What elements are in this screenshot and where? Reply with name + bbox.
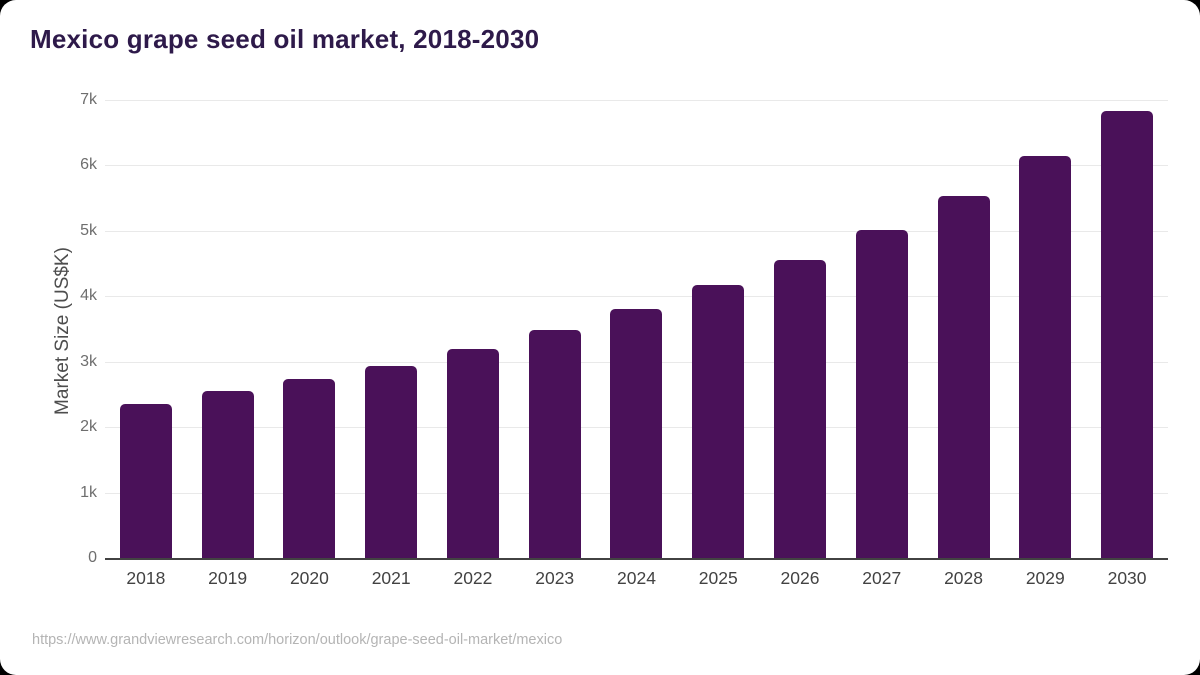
- y-tick-label: 1k: [80, 483, 97, 501]
- x-axis-labels: 2018 2019 2020 2021 2022 2023 2024 2025 2026 2027…: [105, 568, 1168, 589]
- bar-2018[interactable]: [119, 404, 172, 558]
- bar-slot: [596, 100, 678, 558]
- bar-2026[interactable]: [774, 259, 826, 558]
- y-tick-label: 6k: [80, 156, 97, 174]
- bar-2020[interactable]: [283, 379, 336, 558]
- bar-2019[interactable]: [201, 390, 254, 558]
- y-tick-label: 5k: [80, 221, 97, 239]
- bar-slot: [759, 100, 841, 558]
- x-axis-label-2018: 2018: [126, 568, 166, 588]
- plot-area: [105, 100, 1168, 560]
- bar-slot: [269, 100, 351, 558]
- bar-slot: [514, 100, 596, 558]
- gridline: [105, 296, 1168, 298]
- bar-2028[interactable]: [937, 195, 990, 558]
- y-tick-label: 3k: [80, 352, 97, 370]
- bar-2027[interactable]: [855, 229, 908, 558]
- x-axis-label-2029: 2029: [1025, 568, 1065, 588]
- bar-2021[interactable]: [365, 365, 418, 558]
- x-axis-label-2028: 2028: [944, 568, 983, 588]
- x-axis-label-2027: 2027: [862, 568, 902, 588]
- y-tick-label: 7k: [80, 91, 97, 108]
- x-axis-label-2021: 2021: [371, 568, 411, 588]
- x-axis-label-2025: 2025: [698, 568, 738, 588]
- bar-slot: [841, 100, 923, 558]
- x-axis-label-2024: 2024: [617, 568, 656, 588]
- gridline: [105, 230, 1168, 232]
- y-tick-label: 0: [88, 549, 97, 566]
- bar-slot: [187, 100, 269, 558]
- gridline: [105, 165, 1168, 167]
- bar-slot: [105, 100, 187, 558]
- bar-slot: [350, 100, 432, 558]
- x-axis-label-2019: 2019: [208, 568, 248, 588]
- bar-2029[interactable]: [1019, 156, 1072, 558]
- x-axis-label-2022: 2022: [453, 568, 493, 588]
- x-axis-label-2023: 2023: [535, 568, 575, 588]
- x-axis-label-2026: 2026: [780, 568, 820, 588]
- y-axis-title: Market Size (US$K): [52, 247, 73, 415]
- bar-2023[interactable]: [528, 329, 581, 558]
- y-tick-label: 4k: [80, 287, 97, 305]
- bar-slot: [677, 100, 759, 558]
- bar-2025[interactable]: [692, 285, 745, 558]
- y-tick-label: 2k: [80, 418, 97, 436]
- gridline: [105, 100, 1168, 101]
- x-axis-label-2020: 2020: [289, 568, 329, 588]
- bar-series: [105, 100, 1168, 558]
- bar-2022[interactable]: [446, 348, 499, 558]
- bar-2030[interactable]: [1101, 111, 1154, 558]
- chart-title: Mexico grape seed oil market, 2018-2030: [30, 24, 540, 54]
- source-url: https://www.grandviewresearch.com/horizo…: [32, 632, 563, 648]
- bar-slot: [432, 100, 514, 558]
- bar-slot: [1086, 100, 1168, 558]
- bar-slot: [1004, 100, 1086, 558]
- x-axis-label-2030: 2030: [1107, 568, 1147, 588]
- bar-2024[interactable]: [610, 309, 663, 558]
- bar-slot: [923, 100, 1005, 558]
